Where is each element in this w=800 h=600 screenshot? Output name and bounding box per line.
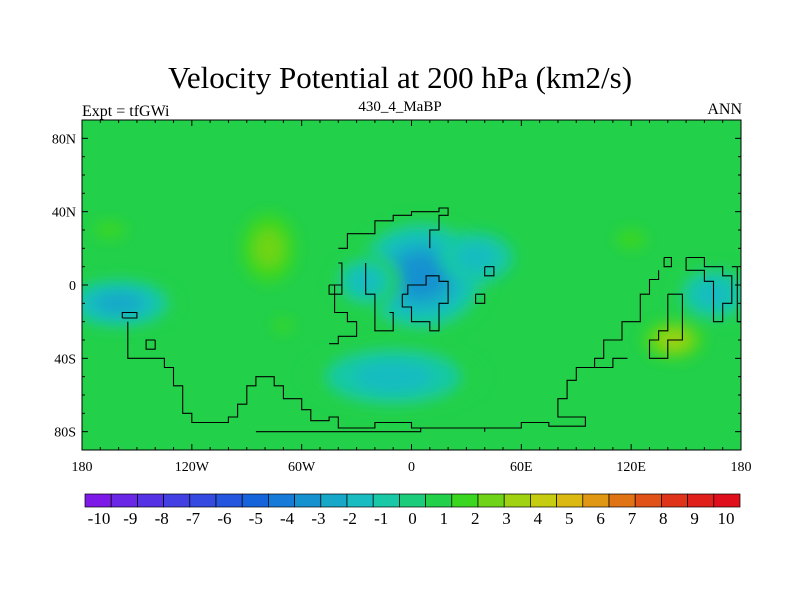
colorbar-box [425, 493, 453, 508]
colorbar-label: -2 [343, 509, 357, 528]
contour-band [455, 244, 496, 271]
colorbar-box [215, 493, 243, 508]
colorbar-label: -7 [186, 509, 201, 528]
colorbar-label: -8 [155, 509, 169, 528]
colorbar-box [477, 493, 505, 508]
colorbar-box [241, 493, 269, 508]
x-tick-label: 120W [175, 460, 210, 475]
colorbar-box [608, 493, 636, 508]
colorbar-box [661, 493, 688, 508]
y-tick-label: 0 [69, 279, 76, 294]
contour-band [93, 221, 126, 239]
colorbar-label: 2 [471, 509, 480, 528]
x-tick-label: 60W [288, 460, 316, 475]
contour-band [254, 229, 284, 267]
coastline [475, 293, 486, 304]
season-label: ANN [707, 101, 742, 118]
coastline [328, 284, 343, 295]
colorbar-label: 9 [690, 509, 699, 528]
contour-band [95, 293, 142, 314]
colorbar-box [503, 493, 531, 508]
colorbar-box [110, 493, 138, 508]
coastline [145, 339, 156, 350]
colorbar-label: 10 [718, 509, 735, 528]
colorbar-label: -3 [311, 509, 325, 528]
colorbar-box [268, 493, 295, 508]
colorbar-box [687, 493, 715, 508]
colorbar-label: 6 [596, 509, 605, 528]
colorbar-box [137, 493, 164, 508]
x-tick-label: 180 [72, 460, 93, 475]
contour-band [354, 361, 433, 392]
coastline [127, 270, 660, 429]
colorbar-box [451, 493, 479, 508]
colorbar-box [84, 493, 112, 508]
x-tick-label: 180 [731, 460, 752, 475]
coastline [329, 262, 358, 345]
x-tick-label: 60E [510, 460, 533, 475]
x-tick-label: 0 [408, 460, 415, 475]
contour-band [616, 229, 646, 249]
colorbar-box [294, 493, 322, 508]
coastline [365, 263, 394, 332]
coastline [121, 311, 138, 319]
colorbar-box [346, 493, 374, 508]
colorbar-label: -9 [123, 509, 137, 528]
colorbar-label: -5 [249, 509, 263, 528]
colorbar-label: -1 [374, 509, 388, 528]
colorbar-label: 1 [440, 509, 449, 528]
colorbar-box [320, 493, 348, 508]
colorbar-label: 5 [565, 509, 574, 528]
coastline [255, 427, 486, 433]
colorbar-box [713, 493, 741, 508]
coastline [594, 357, 628, 369]
colorbar-box [372, 493, 400, 508]
colorbar-box [399, 493, 426, 508]
colorbar-label: 4 [534, 509, 543, 528]
colorbar-box [163, 493, 191, 508]
y-tick-label: 80S [54, 426, 76, 441]
colorbar-label: -4 [280, 509, 295, 528]
colorbar-box [556, 493, 584, 508]
case-label: 430_4_MaBP [358, 99, 442, 115]
colorbar-label: 7 [628, 509, 637, 528]
coastline [484, 266, 495, 277]
chart-title: Velocity Potential at 200 hPa (km2/s) [167, 60, 633, 95]
y-tick-label: 40S [54, 352, 76, 367]
colorbar-label: 0 [408, 509, 417, 528]
experiment-label: Expt = tfGWi [82, 103, 170, 120]
contour-band [273, 318, 294, 332]
colorbar-box [189, 493, 217, 508]
coastline [648, 293, 683, 359]
y-tick-label: 80N [52, 132, 76, 147]
coastline [685, 256, 733, 323]
colorbar-label: 8 [659, 509, 668, 528]
colorbar-box [582, 493, 610, 508]
y-tick-label: 40N [52, 206, 76, 221]
colorbar-label: 3 [502, 509, 511, 528]
colorbar-box [530, 493, 557, 508]
colorbar-box [634, 493, 662, 508]
colorbar-label: -10 [88, 509, 111, 528]
coastline [401, 275, 449, 332]
x-tick-label: 120E [616, 460, 646, 475]
colorbar-label: -6 [217, 509, 231, 528]
coastline [338, 207, 449, 249]
coastline [663, 256, 672, 268]
